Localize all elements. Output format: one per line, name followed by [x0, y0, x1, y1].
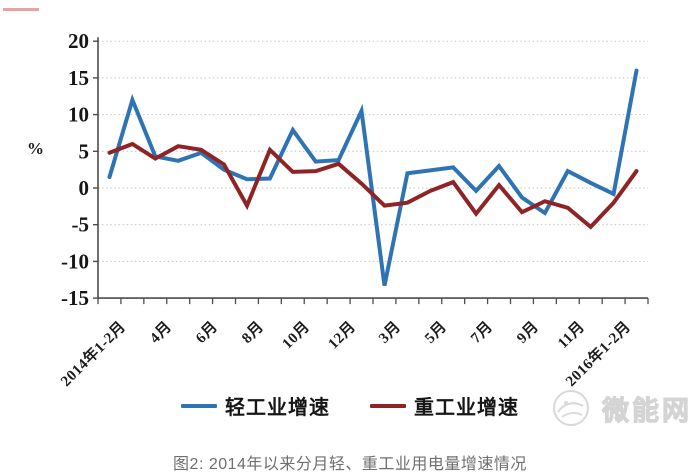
- watermark-logo-icon: [553, 390, 589, 426]
- legend-label-heavy: 重工业增速: [414, 397, 519, 419]
- series-line-light-industry: [107, 68, 639, 286]
- y-axis-tick-label: 15: [68, 66, 89, 90]
- y-axis-tick-label: -5: [72, 213, 90, 237]
- y-axis-unit-label: %: [27, 139, 44, 158]
- y-axis-tick-label: 20: [68, 29, 89, 53]
- y-axis-tick-label: 5: [79, 139, 90, 163]
- legend-line-swatch-heavy: [370, 403, 406, 408]
- y-axis-tick-label: -10: [61, 249, 89, 273]
- figure-caption: 图2: 2014年以来分月轻、重工业用电量增速情况: [173, 456, 527, 473]
- page-edge-red-mark: [3, 8, 39, 11]
- legend-item-light-industry: 轻工业增速: [181, 391, 330, 420]
- watermark: 微能网: [550, 386, 692, 430]
- legend: 轻工业增速 重工业增速: [0, 391, 700, 420]
- watermark-text: 微能网: [602, 395, 692, 426]
- series-line-heavy-industry: [107, 141, 639, 230]
- y-axis-tick-label: 10: [68, 103, 89, 127]
- legend-line-swatch-light: [181, 403, 217, 408]
- y-axis-tick-label: 0: [79, 176, 90, 200]
- y-axis-tick-label: -15: [61, 286, 89, 310]
- legend-item-heavy-industry: 重工业增速: [370, 391, 519, 420]
- legend-label-light: 轻工业增速: [225, 397, 330, 419]
